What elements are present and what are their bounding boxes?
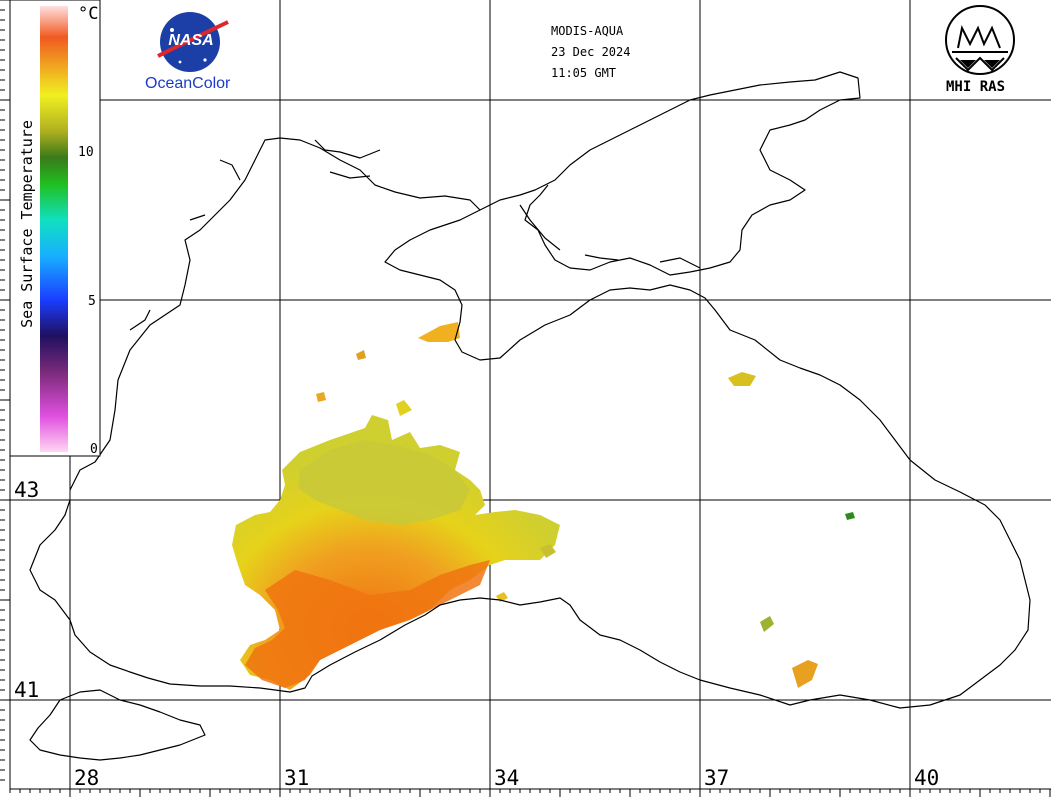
sst-patch-small-3 — [396, 400, 412, 416]
oceancolor-text: OceanColor — [145, 75, 231, 92]
mhi-ras-logo — [945, 5, 1015, 75]
sst-patch-east-2 — [792, 660, 818, 688]
sst-patch-east-3 — [760, 616, 774, 632]
acquisition-time: 11:05 GMT — [551, 66, 617, 80]
coastline-azov — [479, 71, 861, 276]
image-header: MODIS-AQUA 23 Dec 2024 11:05 GMT — [551, 21, 630, 84]
graticule — [10, 0, 1051, 789]
colorbar-gradient — [40, 6, 68, 452]
nasa-logo-text: NASA — [168, 32, 214, 49]
longitude-label-40: 40 — [914, 766, 940, 790]
latitude-tick-ruler — [0, 0, 10, 781]
longitude-label-31: 31 — [284, 766, 310, 790]
colorbar — [9, 0, 101, 457]
colorbar-unit: °C — [78, 4, 99, 24]
sst-patch-east-1 — [728, 372, 756, 386]
sst-patch-small-2 — [316, 392, 326, 402]
longitude-label-37: 37 — [704, 766, 730, 790]
coastline — [29, 71, 1031, 761]
mhi-ras-text: MHI RAS — [946, 79, 1006, 95]
sst-patch-sevastopol — [418, 322, 460, 342]
coastline-marmara — [29, 689, 206, 761]
sst-patch-small-1 — [356, 350, 366, 360]
sst-patch-east-4 — [845, 512, 855, 520]
sst-patch-core-warm — [245, 560, 490, 688]
latitude-label-41: 41 — [14, 678, 40, 702]
longitude-label-34: 34 — [494, 766, 520, 790]
nasa-logo — [157, 12, 229, 72]
coastline-bosporus — [29, 499, 71, 621]
latitude-label-43: 43 — [14, 478, 40, 502]
colorbar-tick-0: 0 — [90, 442, 98, 457]
longitude-tick-ruler — [9, 789, 1051, 797]
sst-patch-cool-ne — [298, 440, 470, 525]
colorbar-tick-10: 10 — [78, 145, 94, 160]
colorbar-tick-5: 5 — [88, 294, 96, 309]
sst-data-layer — [232, 322, 855, 690]
longitude-label-28: 28 — [74, 766, 100, 790]
coastline-main — [69, 137, 1031, 709]
sensor-name: MODIS-AQUA — [551, 24, 624, 38]
coastline-estuaries — [129, 139, 701, 331]
acquisition-date: 23 Dec 2024 — [551, 45, 631, 59]
sst-patch-small-5 — [540, 544, 556, 558]
colorbar-title: Sea Surface Temperature — [18, 120, 36, 328]
